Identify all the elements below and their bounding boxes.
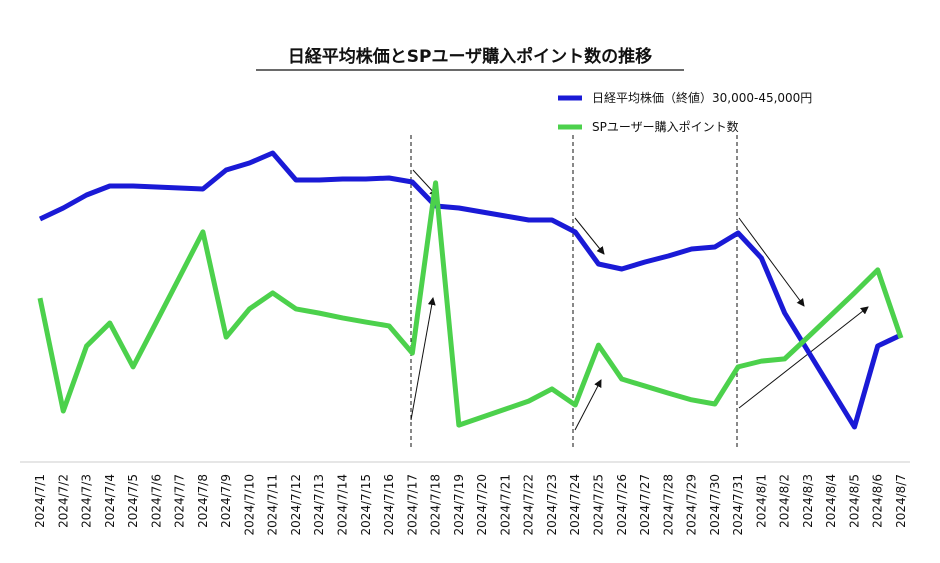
x-tick-label: 2024/7/12 (289, 474, 303, 536)
x-tick-label: 2024/8/2 (778, 474, 792, 528)
event-lines (410, 135, 738, 450)
x-tick-label: 2024/7/18 (429, 474, 443, 536)
x-tick-label: 2024/7/20 (475, 474, 489, 536)
x-tick-label: 2024/7/7 (173, 474, 187, 528)
x-tick-label: 2024/7/10 (242, 474, 256, 536)
x-tick-label: 2024/7/26 (615, 474, 629, 536)
x-tick-label: 2024/7/24 (568, 474, 582, 536)
x-tick-label: 2024/7/17 (405, 474, 419, 536)
series-line (37, 180, 904, 428)
x-tick-label: 2024/7/31 (731, 474, 745, 536)
x-tick-label: 2024/8/3 (801, 474, 815, 528)
x-tick-label: 2024/8/6 (871, 474, 885, 528)
x-tick-label: 2024/7/11 (266, 474, 280, 536)
x-tick-label: 2024/8/7 (894, 474, 908, 528)
x-tick-label: 2024/7/23 (545, 474, 559, 536)
x-tick-label: 2024/8/4 (824, 474, 838, 528)
x-tick-label: 2024/7/19 (452, 474, 466, 536)
x-tick-label: 2024/7/8 (196, 474, 210, 528)
x-tick-label: 2024/7/25 (591, 474, 605, 536)
chart-title: 日経平均株価とSPユーザ購入ポイント数の推移 (288, 46, 652, 67)
x-tick-label: 2024/7/15 (359, 474, 373, 536)
x-tick-label: 2024/7/6 (149, 474, 163, 528)
x-tick-label: 2024/7/22 (522, 474, 536, 536)
x-tick-label: 2024/7/30 (708, 474, 722, 536)
x-tick-label: 2024/8/1 (754, 474, 768, 528)
x-tick-label: 2024/7/29 (685, 474, 699, 536)
x-tick-label: 2024/7/27 (638, 474, 652, 536)
x-tick-label: 2024/7/21 (498, 474, 512, 536)
x-tick-label: 2024/7/9 (219, 474, 233, 528)
legend-label: SPユーザー購入ポイント数 (592, 119, 739, 134)
x-tick-label: 2024/7/1 (33, 474, 47, 528)
x-tick-label: 2024/7/13 (312, 474, 326, 536)
x-tick-label: 2024/7/14 (336, 474, 350, 536)
series-line (38, 150, 903, 430)
legend-label: 日経平均株価（終値）30,000-45,000円 (592, 90, 812, 105)
x-tick-label: 2024/7/5 (126, 474, 140, 528)
x-tick-label: 2024/8/5 (847, 474, 861, 528)
x-tick-label: 2024/7/16 (382, 474, 396, 536)
x-tick-label: 2024/7/4 (103, 474, 117, 528)
x-tick-label: 2024/7/3 (80, 474, 94, 528)
arrows (410, 169, 869, 431)
x-tick-label: 2024/7/28 (661, 474, 675, 536)
x-tick-label: 2024/7/2 (56, 474, 70, 528)
